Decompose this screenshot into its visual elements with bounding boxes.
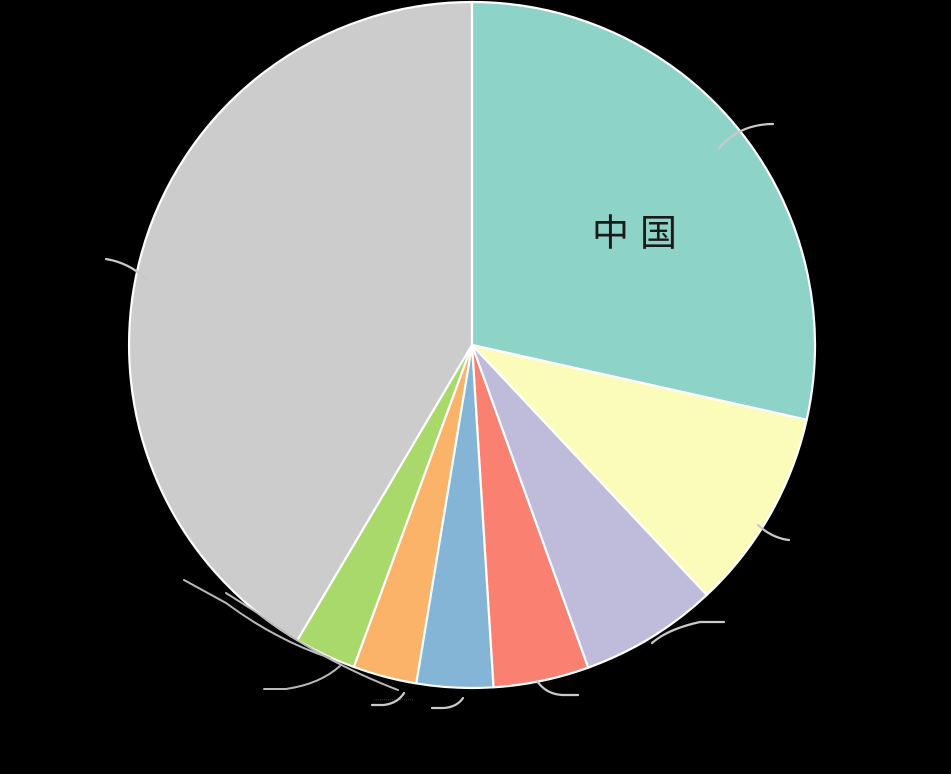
leader-line-7 (263, 665, 341, 690)
leader-line-4 (535, 679, 580, 697)
faint-label-text: ···················· (374, 698, 414, 704)
leader-line-2 (756, 523, 791, 542)
leader-line-3 (650, 620, 726, 645)
leader-line-9 (225, 592, 399, 691)
pie-slice-3[interactable] (470, 343, 708, 669)
pie-slice-2[interactable] (470, 343, 808, 597)
leader-line-china (717, 122, 775, 150)
leader-line-5 (430, 696, 465, 710)
leader-line-8 (183, 579, 331, 659)
slice-label-china: 中国 (592, 212, 688, 255)
pie-slice-other[interactable] (127, 0, 474, 642)
leader-line-6 (370, 691, 406, 707)
leader-line-other (104, 257, 149, 282)
